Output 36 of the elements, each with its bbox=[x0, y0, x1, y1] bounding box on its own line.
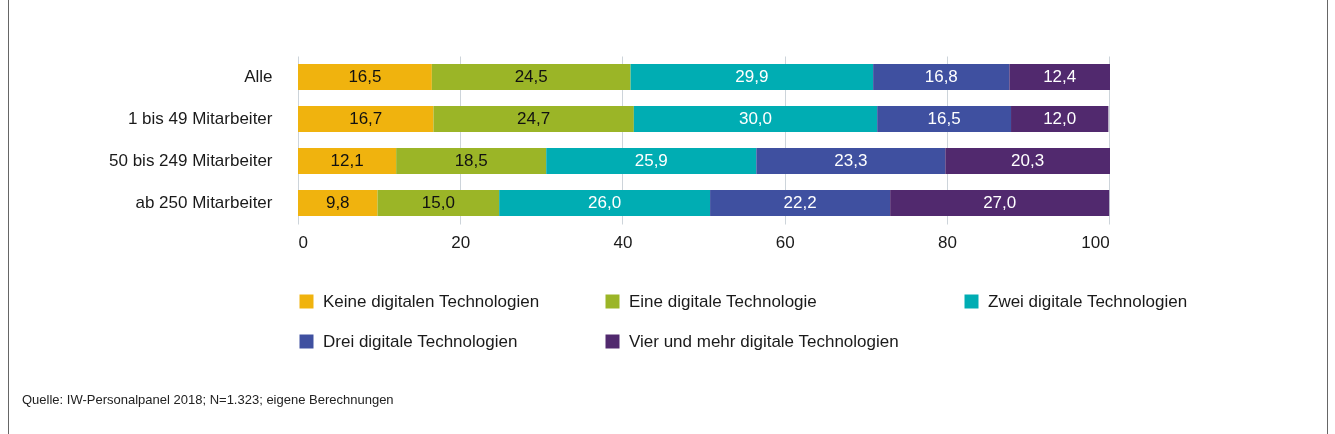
x-tick-label: 80 bbox=[937, 232, 957, 252]
x-tick-label: 0 bbox=[298, 232, 308, 252]
data-label: 12,4 bbox=[1043, 67, 1077, 86]
data-label: 9,8 bbox=[325, 193, 350, 212]
legend-label: Eine digitale Technologie bbox=[629, 291, 817, 311]
legend-label: Keine digitalen Technologien bbox=[323, 291, 540, 311]
data-label: 16,5 bbox=[927, 109, 961, 128]
x-tick-label: 40 bbox=[613, 232, 633, 252]
legend-label: Zwei digitale Technologien bbox=[988, 291, 1188, 311]
data-label: 26,0 bbox=[588, 193, 622, 212]
y-tick-label: ab 250 Mitarbeiter bbox=[135, 193, 273, 212]
data-label: 12,0 bbox=[1043, 109, 1077, 128]
data-label: 18,5 bbox=[454, 151, 488, 170]
data-label: 16,8 bbox=[924, 67, 958, 86]
x-tick-label: 100 bbox=[1081, 232, 1110, 252]
data-label: 29,9 bbox=[735, 67, 769, 86]
x-tick-label: 60 bbox=[775, 232, 795, 252]
data-label: 12,1 bbox=[330, 151, 364, 170]
data-label: 20,3 bbox=[1011, 151, 1045, 170]
data-label: 16,5 bbox=[348, 67, 382, 86]
data-label: 25,9 bbox=[634, 151, 668, 170]
data-label: 24,5 bbox=[514, 67, 548, 86]
data-label: 27,0 bbox=[983, 193, 1017, 212]
legend-label: Vier und mehr digitale Technologien bbox=[629, 331, 899, 351]
data-label: 23,3 bbox=[834, 151, 868, 170]
y-tick-label: 1 bis 49 Mitarbeiter bbox=[127, 109, 273, 128]
data-label: 24,7 bbox=[517, 109, 551, 128]
y-tick-label: 50 bis 249 Mitarbeiter bbox=[109, 151, 273, 170]
data-label: 30,0 bbox=[738, 109, 773, 128]
data-label: 15,0 bbox=[421, 193, 455, 212]
x-tick-label: 20 bbox=[451, 232, 471, 252]
legend-label: Drei digitale Technologien bbox=[323, 331, 518, 351]
y-tick-label: Alle bbox=[244, 67, 273, 86]
source-note: Quelle: IW-Personalpanel 2018; N=1.323; eigene Berechnungen bbox=[22, 392, 394, 407]
data-label: 16,7 bbox=[349, 109, 383, 128]
data-label: 22,2 bbox=[783, 193, 817, 212]
